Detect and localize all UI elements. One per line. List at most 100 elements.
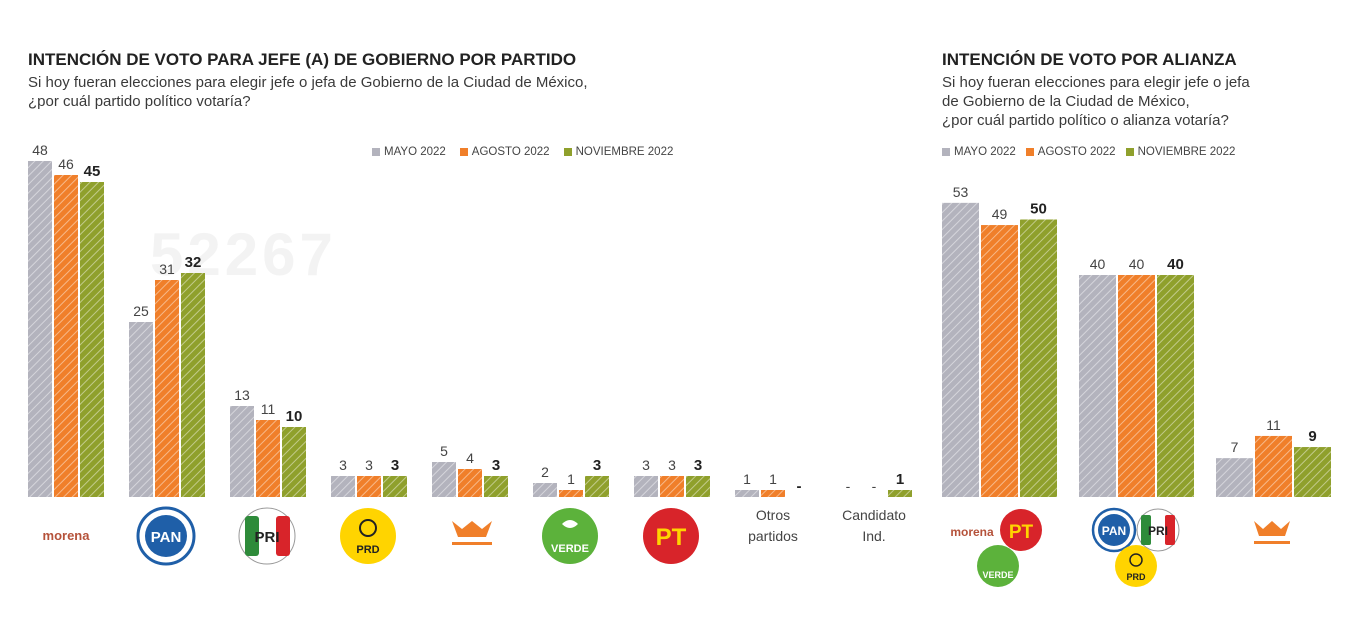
pri-logo: PRI — [238, 507, 296, 565]
party-chart-subtitle: Si hoy fueran elecciones para elegir jef… — [28, 73, 788, 111]
bar-value-label: - — [846, 478, 851, 494]
bar-pan-agosto-2022 — [155, 280, 179, 497]
bar-value-label: 40 — [1090, 256, 1106, 272]
category-label: Ind. — [862, 528, 885, 544]
bar-morena-noviembre-2022 — [80, 182, 104, 497]
svg-text:PRD: PRD — [356, 544, 379, 556]
bar-prd-noviembre-2022 — [383, 476, 407, 497]
legend-item-mayo: MAYO 2022 — [372, 146, 446, 158]
bar-value-label: 3 — [642, 457, 650, 473]
party-subtitle-line2: ¿por cuál partido político votaría? — [28, 93, 251, 110]
bar-value-label: 1 — [743, 471, 751, 487]
bar-value-label: 48 — [32, 142, 48, 158]
bar-value-label: 45 — [84, 163, 101, 180]
svg-text:PRI: PRI — [254, 529, 279, 546]
bar-value-label: 32 — [185, 254, 202, 271]
svg-text:PRD: PRD — [1126, 572, 1146, 582]
party-subtitle-line1: Si hoy fueran elecciones para elegir jef… — [28, 74, 588, 91]
watermark-left: 52267 — [150, 221, 337, 288]
bar-value-label: 10 — [286, 408, 303, 425]
pan-pri-prd-alliance-logo: PAN PRI PRD — [1091, 507, 1180, 587]
bar-pt-mayo-2022 — [634, 476, 658, 497]
alliance-legend: MAYO 2022 AGOSTO 2022 NOVIEMBRE 2022 — [942, 146, 1235, 158]
alliance-subtitle-line2: de Gobierno de la Ciudad de México, — [942, 93, 1190, 110]
party-chart-title: INTENCIÓN DE VOTO PARA JEFE (A) DE GOBIE… — [28, 50, 577, 69]
bar-pt-agosto-2022 — [660, 476, 684, 497]
category-label: Candidato — [842, 507, 906, 523]
bar-value-label: 1 — [567, 471, 575, 487]
bar-value-label: 11 — [261, 401, 276, 417]
bar-mc-agosto-2022 — [458, 469, 482, 497]
svg-text:VERDE: VERDE — [982, 570, 1013, 580]
legend-item-agosto: AGOSTO 2022 — [459, 146, 550, 158]
party-panel: INTENCIÓN DE VOTO PARA JEFE (A) DE GOBIE… — [28, 50, 912, 566]
pt-logo: PT — [643, 508, 699, 564]
pan-logo: PAN — [136, 506, 196, 566]
bar-value-label: - — [797, 478, 802, 495]
legend-swatch-mayo — [942, 148, 950, 156]
bar-morena-pt-verde-agosto-2022 — [981, 225, 1018, 498]
svg-text:PT: PT — [1009, 522, 1034, 543]
svg-text:PT: PT — [656, 524, 687, 551]
bar-pan-pri-prd-agosto-2022 — [1118, 275, 1155, 497]
category-label: Otros — [756, 507, 790, 523]
legend-label-noviembre: NOVIEMBRE 2022 — [1137, 146, 1236, 158]
party-legend: MAYO 2022 AGOSTO 2022 NOVIEMBRE 2022 — [372, 146, 673, 158]
legend-item-noviembre: NOVIEMBRE 2022 — [1125, 146, 1236, 158]
bar-value-label: 5 — [440, 443, 448, 459]
bar-value-label: 3 — [391, 457, 399, 474]
bar-prd-mayo-2022 — [331, 476, 355, 497]
bar-pan-pri-prd-noviembre-2022 — [1157, 275, 1194, 497]
bar-value-label: 3 — [339, 457, 347, 473]
bar-otros-partidos-agosto-2022 — [761, 490, 785, 497]
legend-label-mayo: MAYO 2022 — [954, 146, 1016, 158]
bar-morena-pt-verde-mayo-2022 — [942, 202, 979, 497]
bar-value-label: 53 — [953, 184, 969, 200]
bar-verde-agosto-2022 — [559, 490, 583, 497]
bar-prd-agosto-2022 — [357, 476, 381, 497]
bar-morena-agosto-2022 — [54, 175, 78, 497]
bar-pt-noviembre-2022 — [686, 476, 710, 497]
bar-value-label: 9 — [1308, 428, 1316, 445]
svg-text:PRI: PRI — [1148, 524, 1168, 538]
legend-swatch-noviembre — [563, 148, 572, 156]
bar-otros-partidos-mayo-2022 — [735, 490, 759, 497]
bar-value-label: 49 — [992, 206, 1008, 222]
alliance-subtitle-line1: Si hoy fueran elecciones para elegir jef… — [942, 74, 1250, 91]
bar-value-label: 46 — [58, 156, 74, 172]
alliance-chart-subtitle: Si hoy fueran elecciones para elegir jef… — [942, 73, 1342, 130]
bar-mc-noviembre-2022 — [484, 476, 508, 497]
bar-value-label: 25 — [133, 303, 149, 319]
bar-value-label: 7 — [1231, 439, 1239, 455]
bar-pan-noviembre-2022 — [181, 273, 205, 497]
bar-mc-mayo-2022 — [432, 462, 456, 497]
legend-label-noviembre: NOVIEMBRE 2022 — [575, 146, 674, 158]
morena-pt-verde-alliance-logo: morena PT VERDE — [950, 509, 1042, 587]
bar-pri-agosto-2022 — [256, 420, 280, 497]
legend-swatch-agosto — [1025, 148, 1034, 156]
bar-verde-mayo-2022 — [533, 483, 557, 497]
alliance-subtitle-line3: ¿por cuál partido político o alianza vot… — [942, 112, 1229, 129]
legend-label-mayo: MAYO 2022 — [384, 146, 446, 158]
bar-value-label: 50 — [1030, 201, 1047, 218]
legend-swatch-agosto — [459, 148, 468, 156]
bar-value-label: 3 — [593, 457, 601, 474]
verde-logo: VERDE — [542, 508, 598, 564]
bar-morena-pt-verde-noviembre-2022 — [1020, 219, 1057, 497]
category-label: partidos — [748, 528, 798, 544]
svg-text:morena: morena — [950, 525, 994, 539]
bar-value-label: 4 — [466, 450, 474, 466]
legend-swatch-noviembre — [1125, 148, 1134, 156]
bar-pan-mayo-2022 — [129, 322, 153, 497]
bar-value-label: 40 — [1129, 256, 1145, 272]
bar-value-label: 3 — [694, 457, 702, 474]
bar-morena-mayo-2022 — [28, 161, 52, 497]
legend-label-agosto: AGOSTO 2022 — [471, 146, 550, 158]
bar-value-label: 40 — [1167, 256, 1184, 273]
prd-logo: PRD — [340, 508, 396, 564]
svg-text:PAN: PAN — [151, 529, 182, 546]
bar-value-label: 11 — [1266, 417, 1281, 433]
